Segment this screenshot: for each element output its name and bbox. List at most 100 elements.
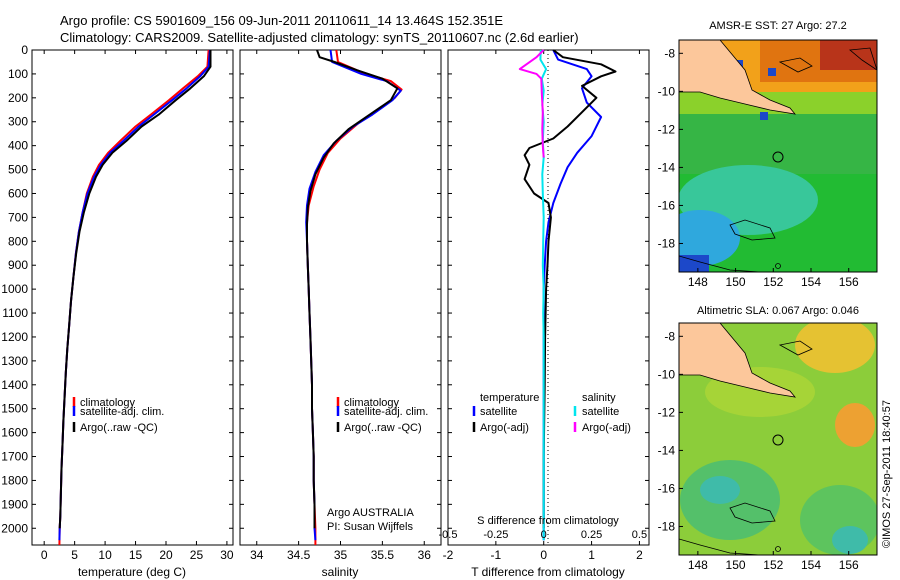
map-lat-label: -16 — [658, 481, 676, 495]
series-line-argo-raw-qc — [58, 50, 212, 529]
temperature-x-ticks: 0 5 10 15 20 25 30 — [41, 50, 234, 562]
map-lon-label: 150 — [726, 275, 746, 289]
sst-map-title: AMSR-E SST: 27 Argo: 27.2 — [709, 20, 847, 32]
argo-float-marker — [772, 151, 784, 163]
depth-tick-label: 0 — [21, 43, 28, 57]
depth-tick-label: 400 — [8, 139, 28, 153]
salinity-axes-frame — [239, 49, 442, 546]
depth-tick-label: 1300 — [1, 354, 28, 368]
map-lat-label: -12 — [658, 122, 676, 136]
map-lon-label: 152 — [763, 558, 783, 572]
legend-label-satellite: satellite-adj. clim. — [344, 406, 428, 418]
legend-title-salinity: salinity — [582, 392, 616, 404]
coastline — [679, 255, 761, 272]
x-tick-label: 10 — [98, 548, 112, 562]
salinity-legend: climatology satellite-adj. clim. Argo(..… — [336, 397, 428, 434]
legend-label-s-argo: Argo(-adj) — [582, 422, 631, 434]
map-lon-label: 148 — [688, 558, 708, 572]
map-lat-label: -8 — [664, 46, 675, 60]
x-tick-label: 34 — [250, 548, 264, 562]
legend-label-climatology: climatology — [80, 397, 136, 409]
new-guinea-land — [679, 40, 796, 115]
island-marker — [775, 546, 781, 552]
sla-lower-patch — [700, 476, 740, 504]
depth-tick-group: 0 100 200 300 400 500 600 700 800 900 1000 1100 1200… — [1, 43, 233, 535]
depth-tick-label: 1800 — [1, 473, 28, 487]
x-tick-label: 30 — [220, 548, 234, 562]
reef-outline — [729, 219, 776, 241]
map-lat-label: -10 — [658, 84, 676, 98]
s-difference-label: S difference from climatology — [477, 515, 619, 527]
map-lat-label: -8 — [664, 329, 675, 343]
sst-map-panel: AMSR-E SST: 27 Argo: 27.2 148 150 152 154 15… — [658, 20, 878, 289]
sst-coldest-corner — [679, 255, 709, 272]
depth-tick-label: 1400 — [1, 378, 28, 392]
sla-map-title: Altimetric SLA: 0.067 Argo: 0.046 — [697, 305, 859, 317]
x-tick-label: 15 — [129, 548, 143, 562]
difference-legend-salinity: salinity satellite Argo(-adj) — [573, 392, 631, 434]
map-lon-label: 152 — [763, 275, 783, 289]
x-tick-label: 36 — [418, 548, 432, 562]
map-lon-label: 154 — [801, 275, 821, 289]
salinity-x-ticks: 34 34.5 35 35.5 36 — [250, 50, 431, 562]
temperature-panel: 0100200300400500600700800900100011001200… — [1, 43, 234, 579]
map-lat-label: -10 — [658, 367, 676, 381]
sst-map-ticks: 148 150 152 154 156 -8 -10 -12 -14 -16 -18 — [658, 46, 859, 289]
s-tick-label: 0.5 — [632, 529, 647, 541]
reef-outline — [729, 502, 776, 524]
map-lat-label: -16 — [658, 198, 676, 212]
legend-label-climatology: climatology — [344, 397, 400, 409]
map-lon-label: 154 — [801, 558, 821, 572]
depth-tick-label: 1500 — [1, 402, 28, 416]
sla-high-patch — [795, 323, 875, 373]
x-tick-label: 25 — [190, 548, 204, 562]
depth-tick-label: 900 — [8, 258, 28, 272]
x-tick-label: 20 — [159, 548, 173, 562]
coastline — [679, 538, 761, 555]
depth-tick-label: 300 — [8, 115, 28, 129]
t-difference-label: T difference from climatology — [471, 565, 625, 579]
float-owner-label: Argo AUSTRALIA — [327, 507, 414, 519]
depth-tick-label: 1100 — [2, 306, 28, 320]
depth-tick-label: 600 — [8, 186, 28, 200]
difference-lines — [518, 49, 617, 541]
x-tick-label: 0 — [41, 548, 48, 562]
sla-map-image — [679, 323, 877, 555]
x-tick-label: 1 — [588, 548, 595, 562]
sst-hottest-band — [820, 40, 877, 70]
depth-tick-label: 700 — [8, 210, 28, 224]
climatology-title: Climatology: CARS2009. Satellite-adjuste… — [60, 30, 579, 45]
x-tick-label: -1 — [491, 548, 502, 562]
depth-tick-label: 1900 — [1, 497, 28, 511]
sst-green-band — [679, 114, 877, 174]
sla-map-panel: Altimetric SLA: 0.067 Argo: 0.046 148 150… — [658, 305, 878, 572]
s-tick-label: -0.25 — [483, 529, 508, 541]
temperature-xlabel: temperature (deg C) — [78, 565, 186, 579]
depth-tick-label: 1600 — [1, 426, 28, 440]
series-line-t-argo-adj — [523, 49, 617, 529]
sst-missing-pixel — [768, 68, 776, 76]
island-outline — [778, 340, 813, 356]
sla-lower-patch — [832, 526, 868, 554]
depth-tick-label: 1000 — [1, 282, 28, 296]
salinity-lines — [305, 49, 403, 545]
copyright-stamp: ©IMOS 27-Sep-2011 18:40:57 — [881, 400, 893, 548]
new-guinea-land — [679, 323, 796, 398]
sst-map-image — [679, 40, 877, 272]
sst-missing-pixel — [760, 112, 768, 120]
island-outline — [778, 57, 813, 73]
map-lat-label: -14 — [658, 443, 676, 457]
map-lon-label: 148 — [688, 275, 708, 289]
legend-label-s-satellite: satellite — [582, 406, 619, 418]
x-tick-label: 0 — [540, 548, 547, 562]
map-lat-label: -14 — [658, 160, 676, 174]
legend-title-temperature: temperature — [480, 392, 539, 404]
sla-map-frame — [678, 322, 878, 556]
difference-legend-temperature: temperature satellite Argo(-adj) — [472, 392, 539, 434]
depth-tick-label: 800 — [8, 234, 28, 248]
map-lat-label: -18 — [658, 236, 676, 250]
sla-map-ticks: 148 150 152 154 156 -8 -10 -12 -14 -16 -18 — [658, 329, 859, 572]
series-line-s-argo-adj — [518, 49, 545, 158]
x-tick-label: 34.5 — [287, 548, 311, 562]
